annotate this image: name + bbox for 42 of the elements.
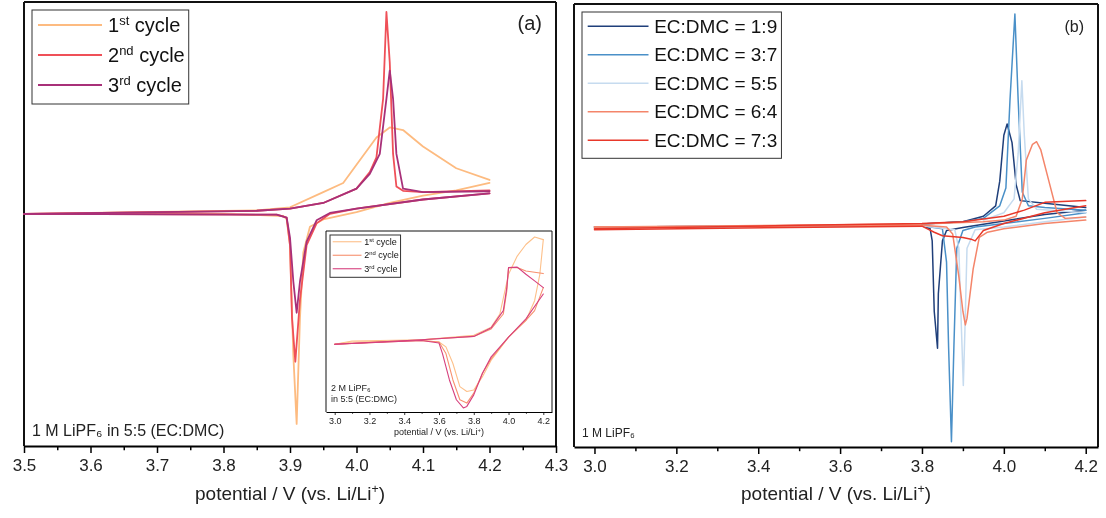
x-tick-label: 4.2 bbox=[1074, 456, 1099, 476]
x-tick-label: 4.3 bbox=[544, 455, 569, 475]
x-tick-label: 4.2 bbox=[478, 455, 502, 475]
x-tick-label: 3.2 bbox=[665, 456, 689, 476]
annotation: (b) bbox=[1064, 18, 1084, 35]
x-tick-label: 3.5 bbox=[12, 455, 37, 475]
x-tick-label: 3.4 bbox=[398, 415, 411, 426]
legend-label: 2$^{nd}$ cycle bbox=[364, 250, 399, 261]
x-tick-label: 3.2 bbox=[363, 415, 377, 426]
x-tick-label: 3.6 bbox=[433, 415, 446, 426]
x-tick-label: 3.0 bbox=[328, 415, 342, 426]
x-axis-title: potential / V (vs. Li/Li$^{+}$) bbox=[195, 482, 385, 504]
annotation: 1 M LiPF₆ bbox=[582, 426, 636, 440]
x-tick-label: 4.1 bbox=[411, 455, 436, 475]
x-tick-label: 3.6 bbox=[79, 455, 103, 475]
legend-label: EC:DMC = 1:9 bbox=[654, 15, 778, 37]
legend-label: EC:DMC = 3:7 bbox=[654, 44, 778, 66]
legend-label: EC:DMC = 6:4 bbox=[654, 101, 778, 123]
legend-label: EC:DMC = 7:3 bbox=[654, 129, 778, 151]
x-tick-label: 4.0 bbox=[345, 455, 369, 475]
x-tick-label: 4.2 bbox=[537, 415, 551, 426]
x-tick-label: 3.7 bbox=[145, 455, 170, 475]
x-tick-label: 3.8 bbox=[910, 456, 935, 476]
annotation: 2 M LiPF₆ in 5:5 (EC:DMC) bbox=[331, 382, 398, 404]
legend-label: 3$^{rd}$ cycle bbox=[364, 263, 398, 274]
x-tick-label: 4.0 bbox=[502, 415, 516, 426]
annotation: (a) bbox=[517, 12, 542, 34]
legend-label: 3$^{rd}$ cycle bbox=[108, 72, 182, 96]
x-tick-label: 3.9 bbox=[278, 455, 303, 475]
legend-label: 2$^{nd}$ cycle bbox=[108, 42, 185, 66]
x-tick-label: 3.4 bbox=[746, 456, 771, 476]
annotation: 1 M LiPF₆ in 5:5 (EC:DMC) bbox=[32, 422, 225, 439]
x-tick-label: 3.8 bbox=[212, 455, 236, 475]
x-tick-label: 3.0 bbox=[583, 456, 607, 476]
legend-label: 1$^{st}$ cycle bbox=[108, 12, 181, 36]
x-axis-title: potential / V (vs. Li/Li$^{+}$) bbox=[394, 427, 484, 437]
legend-label: 1$^{st}$ cycle bbox=[364, 236, 397, 247]
x-tick-label: 3.8 bbox=[468, 415, 481, 426]
legend-label: EC:DMC = 5:5 bbox=[654, 72, 778, 94]
x-tick-label: 4.0 bbox=[992, 456, 1017, 476]
x-axis-title: potential / V (vs. Li/Li$^{+}$) bbox=[741, 482, 931, 504]
x-tick-label: 3.6 bbox=[828, 456, 853, 476]
